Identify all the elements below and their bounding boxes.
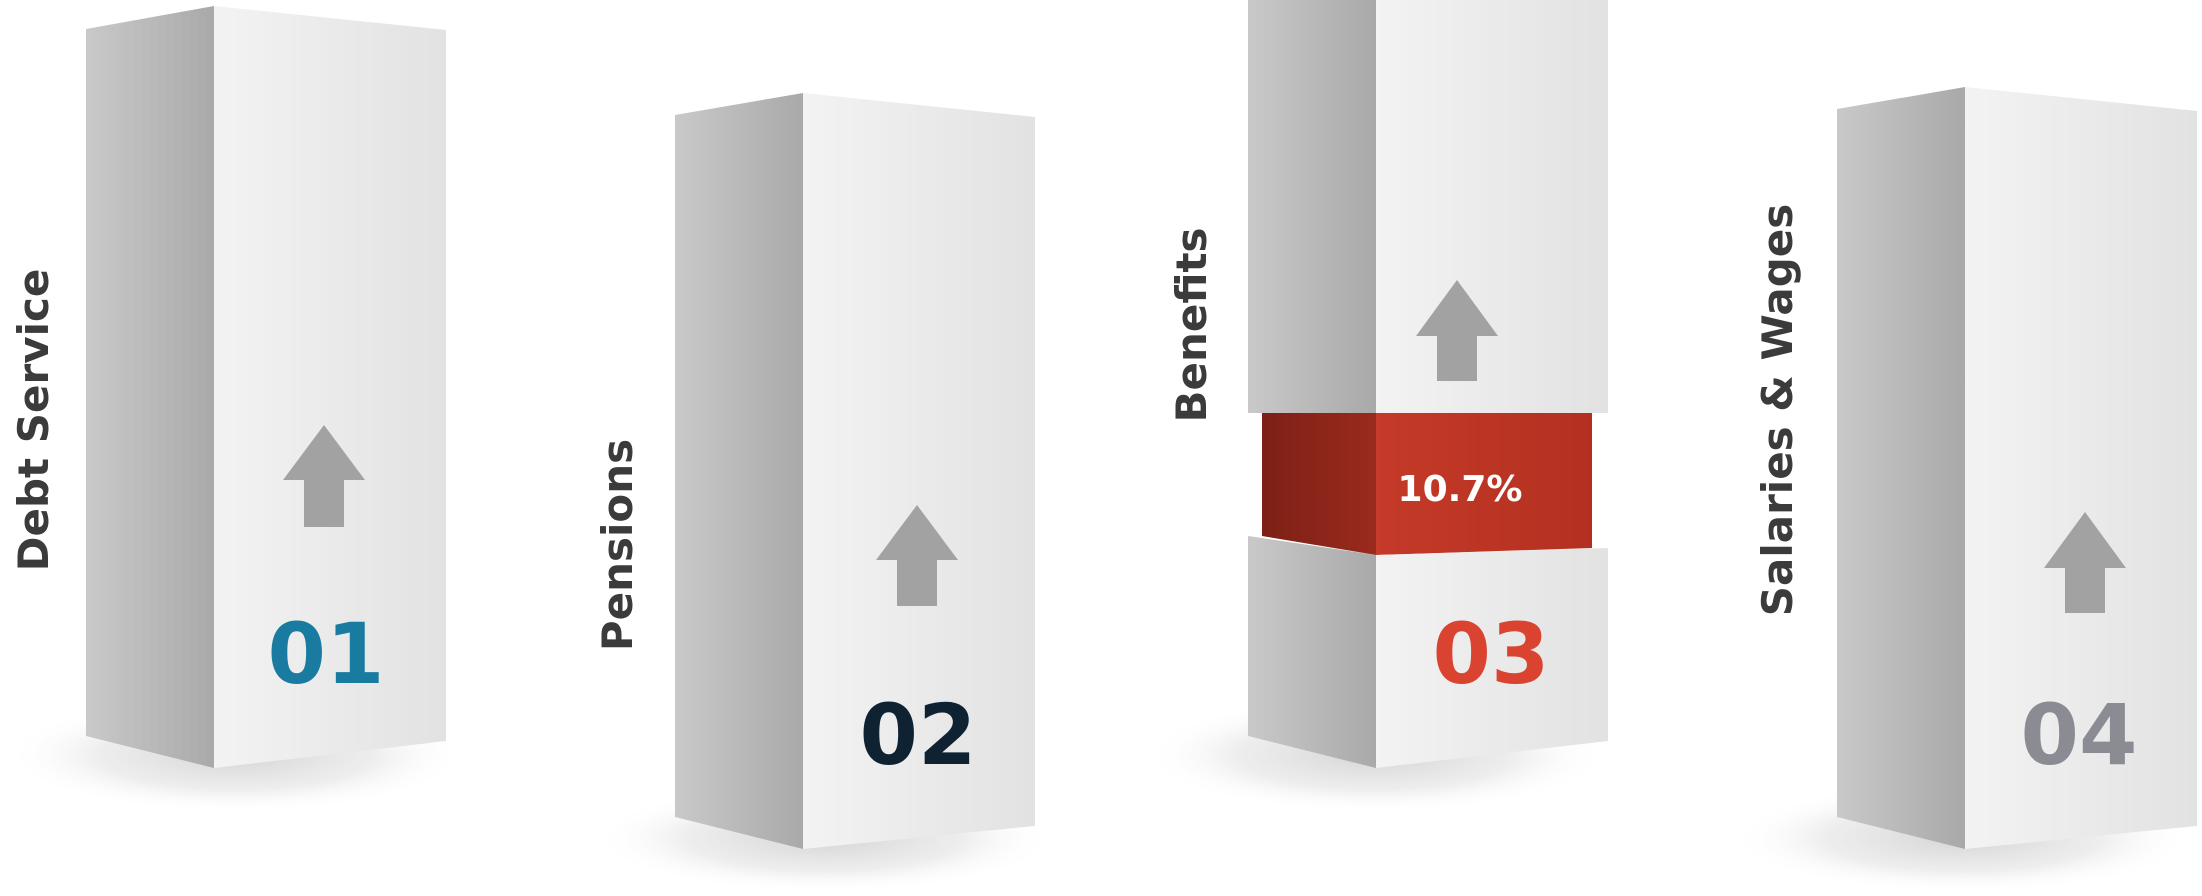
pillar-left-face: [1837, 87, 1965, 849]
highlight-band-left: [1262, 413, 1376, 555]
up-arrow-icon: [876, 505, 958, 606]
pillar-label: Debt Service: [9, 269, 58, 572]
pillar-lower-left-face: [1248, 536, 1376, 768]
highlight-band-front: [1376, 413, 1592, 555]
pillar-1: 01 Debt Service: [6, 6, 466, 813]
pillar-label: Benefits: [1167, 227, 1216, 422]
pillar-3: 10.7% 03 Benefits: [1145, 0, 1608, 813]
pillar-number: 03: [1433, 605, 1550, 703]
pillar-2: 02 Pensions: [593, 93, 1055, 893]
pillar-front-face: [1965, 87, 2197, 849]
up-arrow-icon: [1416, 280, 1498, 381]
pillar-label: Salaries & Wages: [1753, 204, 1802, 617]
pillar-4: 04 Salaries & Wages: [1733, 87, 2197, 893]
pillar-number: 04: [2021, 686, 2138, 784]
pillar-upper-left-face: [1248, 0, 1376, 413]
highlight-percentage: 10.7%: [1398, 469, 1523, 510]
up-arrow-icon: [283, 425, 365, 527]
up-arrow-icon: [2044, 512, 2126, 613]
pillar-label: Pensions: [593, 439, 642, 651]
pillar-upper-front-face: [1376, 0, 1608, 413]
pillar-front-face: [803, 93, 1035, 849]
pillar-left-face: [675, 93, 803, 849]
pillar-number: 01: [268, 605, 385, 703]
pillar-left-face: [86, 6, 214, 768]
pillar-number: 02: [860, 686, 977, 784]
pillar-lower-front-face: [1376, 548, 1608, 768]
pillar-front-face: [214, 6, 446, 768]
